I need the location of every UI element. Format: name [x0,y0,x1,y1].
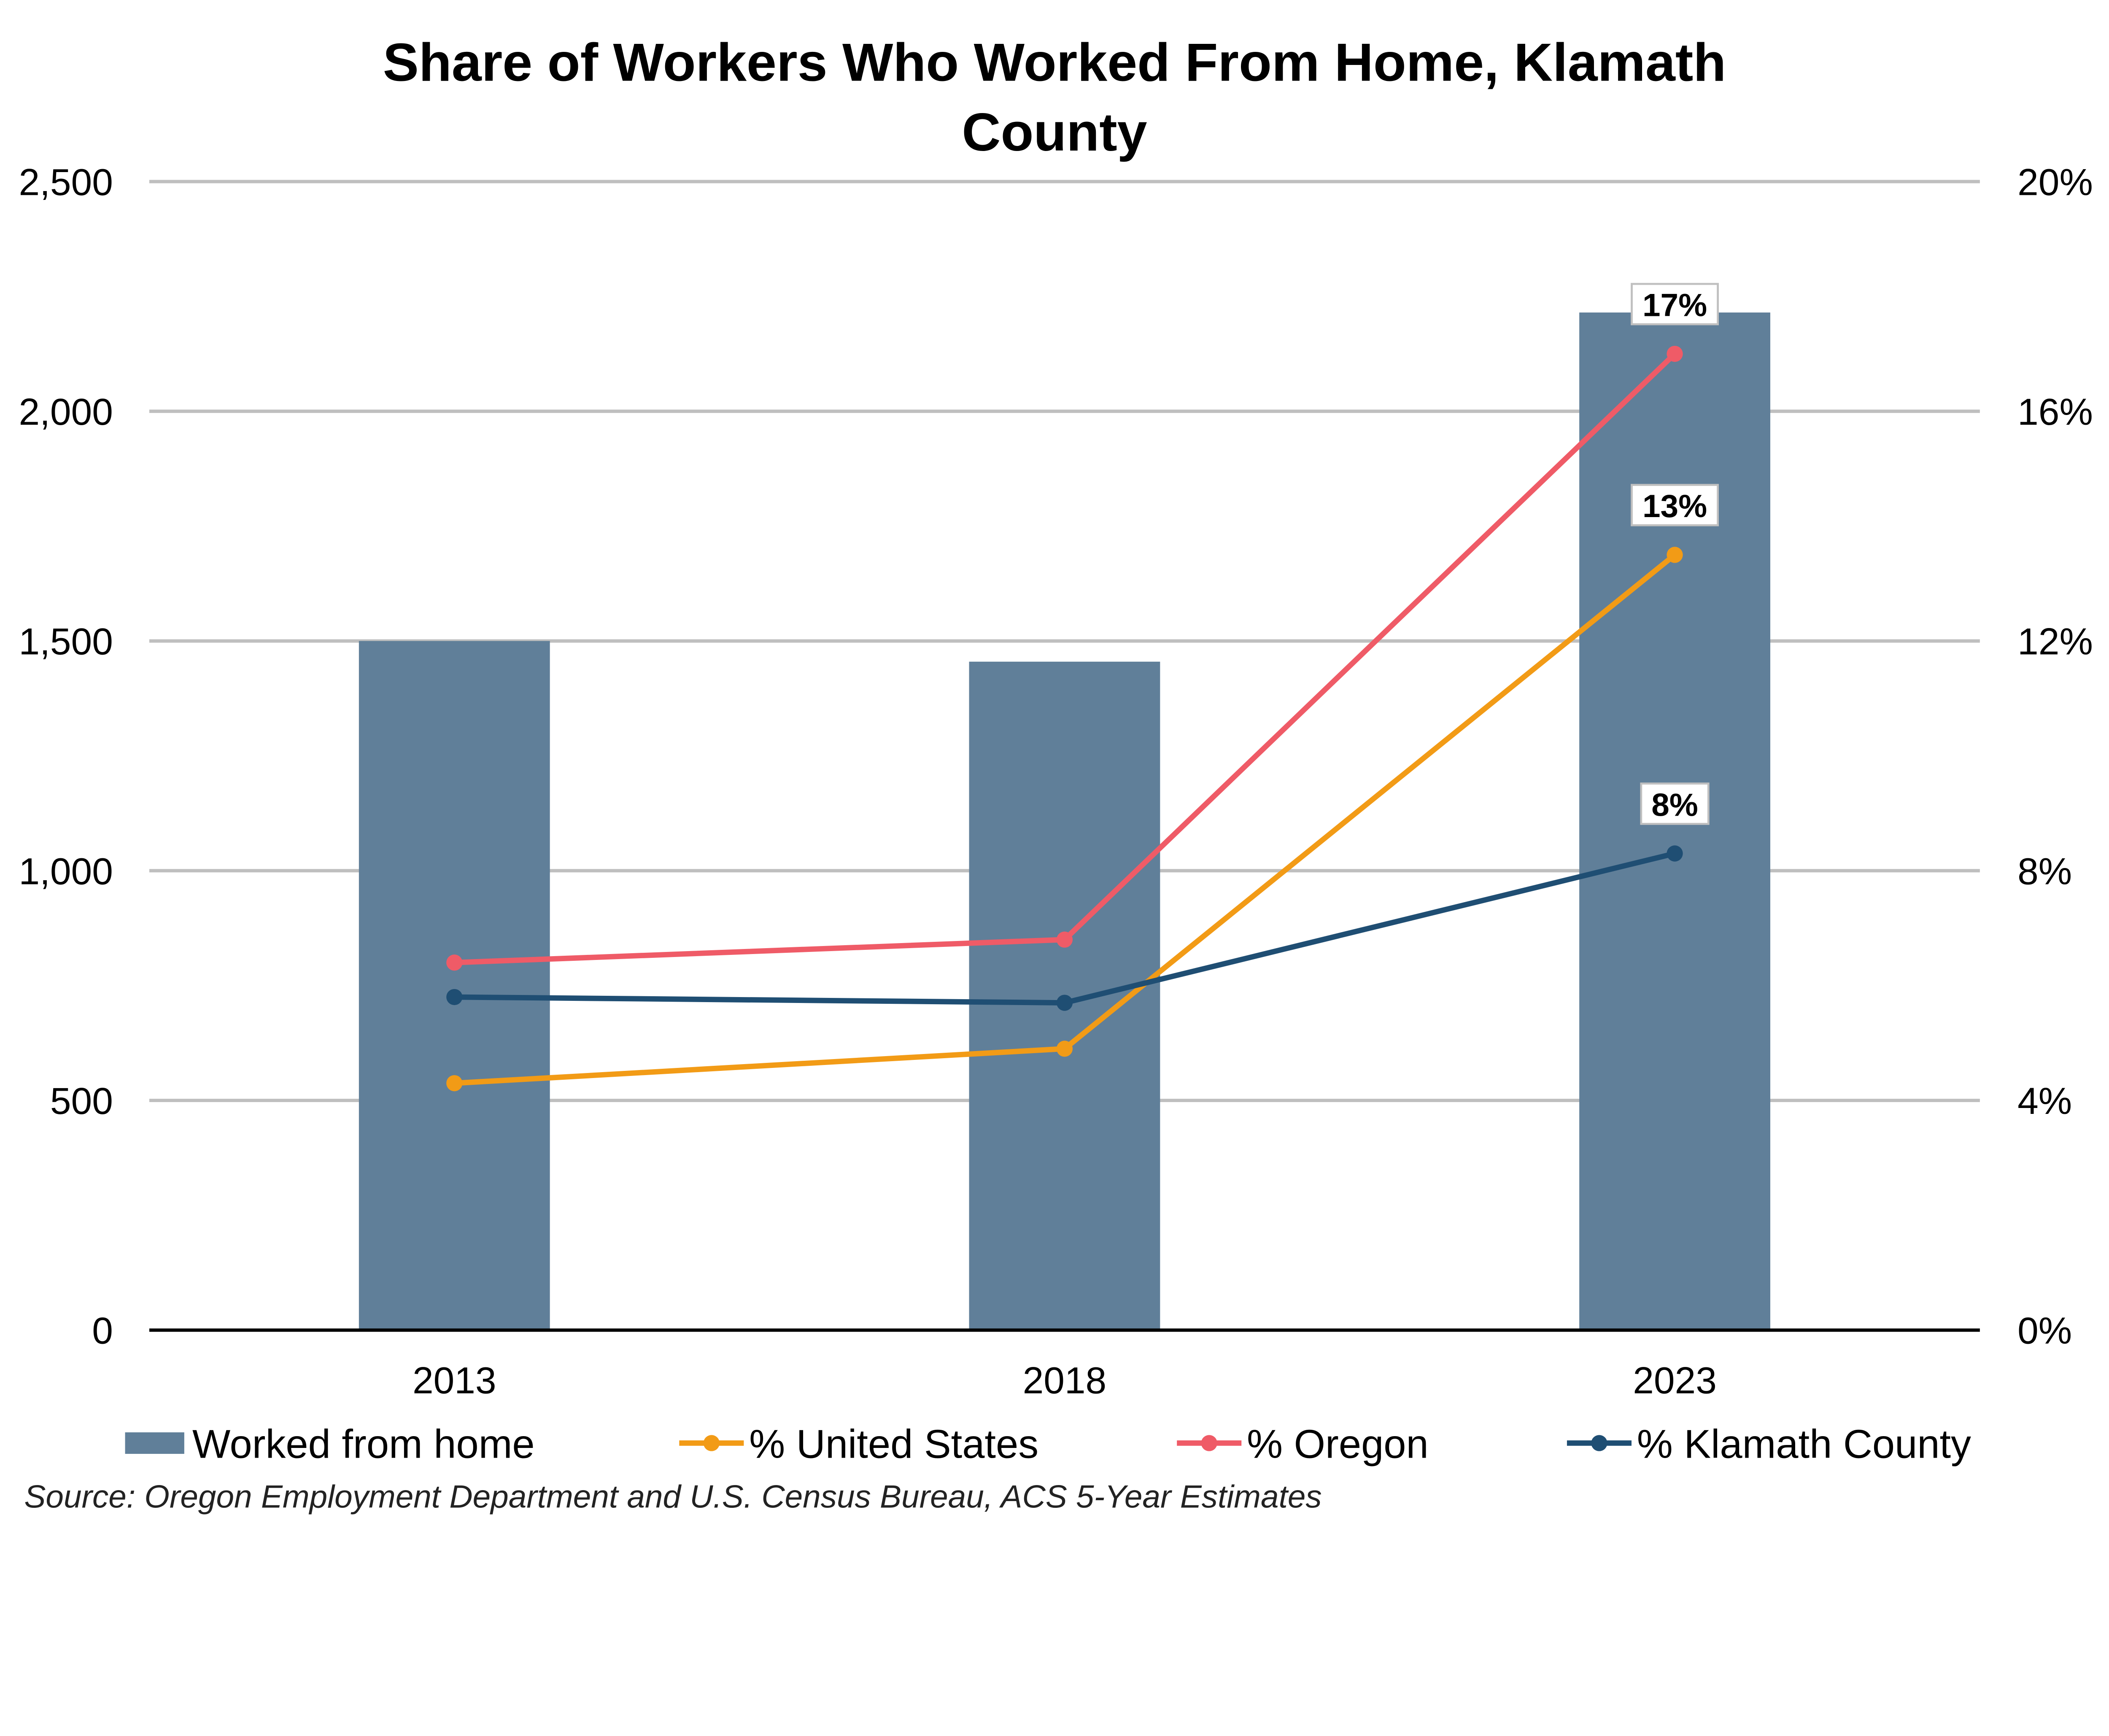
legend-label: Worked from home [192,1422,535,1467]
right-tick-label: 12% [2017,620,2093,663]
data-label-box [1631,484,1719,526]
right-tick-label: 0% [2017,1310,2072,1352]
ticks: 0 500 1,000 1,500 2,000 2,500 0% 4% 8% 12% 16% 20% 2… [19,161,2093,1401]
point [1667,345,1683,362]
point [1056,1041,1073,1057]
chart: Share of Workers Who Worked From Home, K… [19,32,2093,1515]
right-tick-label: 4% [2017,1080,2072,1122]
legend-swatch-marker [1591,1435,1607,1451]
source-note: Source: Oregon Employment Department and… [24,1479,1321,1515]
legend-label: % Klamath County [1637,1422,1971,1467]
point [446,954,463,971]
data-label-box [1631,283,1719,326]
point [446,989,463,1005]
data-label: 8% [1651,787,1698,823]
point [446,1075,463,1092]
bar-2013 [359,641,550,1330]
point [1056,931,1073,948]
left-tick-label: 2,000 [19,391,113,433]
x-tick-label: 2023 [1633,1359,1717,1402]
x-tick-label: 2013 [413,1359,496,1402]
data-label-box [1640,782,1710,825]
left-tick-label: 2,500 [19,161,113,203]
x-tick-label: 2018 [1023,1359,1107,1402]
chart-title-line-1: Share of Workers Who Worked From Home, K… [383,32,1726,92]
right-tick-label: 16% [2017,391,2093,433]
data-label: 13% [1642,488,1707,524]
left-tick-label: 500 [50,1080,113,1122]
legend: Worked from home % United States % Oregon%… [125,1422,1971,1467]
legend-label: % Oregon [1247,1422,1429,1467]
point [1056,995,1073,1011]
point [1667,845,1683,862]
right-tick-label: 20% [2017,161,2093,203]
legend-label: % United States [749,1422,1038,1467]
point [1667,547,1683,563]
chart-title-line-2: County [962,102,1147,162]
left-tick-label: 1,500 [19,620,113,663]
lines: 13% 17% 8% [446,283,1719,1092]
left-tick-label: 1,000 [19,850,113,892]
data-label: 17% [1642,288,1707,323]
legend-swatch-bar [125,1432,184,1454]
left-tick-label: 0 [92,1310,113,1352]
legend-swatch-marker [1201,1435,1217,1451]
right-tick-label: 8% [2017,850,2072,892]
legend-swatch-marker [703,1435,720,1451]
